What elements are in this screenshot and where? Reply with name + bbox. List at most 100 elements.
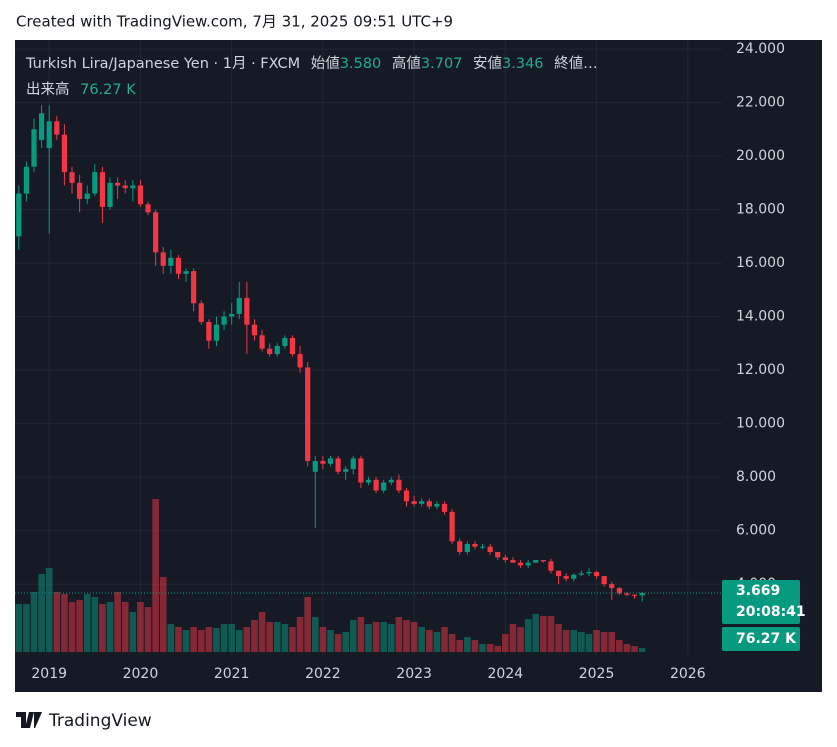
volume-bar — [578, 632, 585, 652]
volume-bar — [83, 594, 91, 652]
candle-body — [130, 185, 136, 189]
volume-bar — [144, 607, 152, 652]
y-tick-label: 6.000 — [736, 523, 776, 539]
candle-body — [555, 570, 562, 577]
candle-body — [69, 172, 75, 183]
volume-bar — [266, 622, 273, 652]
candle-body — [259, 335, 265, 349]
volume-bar — [555, 624, 562, 652]
candle-body — [464, 543, 470, 553]
candle-body — [84, 193, 90, 199]
volume-bar — [441, 627, 448, 652]
volume-bar — [38, 574, 45, 652]
candle-body — [434, 503, 440, 507]
y-tick-label: 14.000 — [736, 309, 785, 325]
candle-body — [23, 166, 30, 194]
volume-bar — [152, 499, 159, 652]
volume-bar — [175, 627, 182, 652]
volume-bar — [68, 602, 76, 652]
volume-bar — [433, 632, 441, 652]
volume-bar — [311, 617, 319, 652]
candle-body — [495, 552, 501, 558]
volume-bar — [479, 644, 486, 652]
volume-bar — [190, 627, 197, 652]
candle-body — [510, 560, 516, 563]
volume-bar — [638, 647, 646, 652]
volume-bar — [608, 632, 616, 652]
candle-body — [77, 182, 83, 199]
candle-body — [381, 482, 387, 491]
candle-body — [16, 193, 22, 237]
volume-bar — [167, 624, 175, 652]
volume-bar — [616, 640, 623, 652]
volume-bar — [585, 634, 593, 652]
caption: Created with TradingView.com, 7月 31, 202… — [16, 13, 453, 31]
candle-body — [54, 121, 60, 135]
candle-body — [267, 348, 273, 355]
candle-body — [457, 541, 463, 553]
volume-bar — [486, 644, 494, 652]
candle-body — [624, 593, 630, 595]
candle-body — [198, 303, 204, 322]
brand-logo — [16, 712, 42, 728]
volume-bar — [410, 622, 418, 652]
candle-body — [107, 182, 113, 207]
candle-body — [312, 461, 318, 472]
volume-bar — [365, 624, 372, 652]
volume-bar — [456, 640, 464, 652]
candle-body — [578, 573, 584, 575]
volume-bar — [281, 624, 289, 652]
volume-label: 76.27 K — [736, 631, 797, 647]
candle-body — [373, 479, 379, 491]
volume-bar — [182, 630, 190, 652]
candle-body — [160, 252, 166, 266]
y-tick-label: 8.000 — [736, 469, 776, 485]
y-tick-label: 10.000 — [736, 416, 785, 432]
candle-body — [183, 271, 189, 274]
y-tick-label: 12.000 — [736, 362, 785, 378]
x-tick-label: 2021 — [214, 666, 250, 682]
candle-body — [472, 543, 478, 547]
candle-body — [403, 490, 410, 502]
candle-body — [639, 592, 645, 596]
volume-bar — [251, 620, 258, 652]
candle-body — [563, 576, 569, 579]
brand-name: TradingView — [48, 711, 152, 731]
volume-bar — [304, 597, 311, 652]
candle-body — [221, 316, 227, 325]
x-tick-label: 2023 — [396, 666, 432, 682]
volume-bar — [380, 622, 388, 652]
x-tick-label: 2025 — [579, 666, 615, 682]
candle-body — [46, 121, 52, 149]
candle-body — [282, 338, 288, 347]
x-tick-label: 2020 — [123, 666, 159, 682]
volume-bar — [509, 624, 517, 652]
candle-body — [350, 458, 356, 470]
y-tick-label: 22.000 — [736, 95, 785, 111]
legend-header: Turkish Lira/Japanese Yen · 1月 · FXCM 始値… — [25, 55, 598, 72]
brand: TradingView — [16, 711, 152, 731]
candle-body — [586, 572, 592, 574]
candle-body — [388, 479, 394, 483]
volume-bar — [418, 627, 426, 652]
candle-body — [593, 572, 600, 577]
volume-bar — [532, 614, 540, 652]
candle-body — [229, 313, 235, 317]
x-tick-label: 2026 — [670, 666, 706, 682]
open-label: 始値 — [311, 55, 340, 72]
volume-bar — [357, 617, 365, 652]
volume-bar — [273, 622, 281, 652]
candle-body — [358, 458, 364, 483]
chart-background — [15, 40, 822, 692]
volume-bar — [106, 602, 114, 652]
candle-body — [297, 354, 303, 368]
volume-bar — [494, 646, 502, 652]
candle-body — [571, 574, 577, 579]
volume-bar — [448, 634, 456, 652]
candle-body — [533, 560, 539, 563]
volume-bar — [334, 634, 342, 652]
volume-bar — [30, 592, 38, 652]
candle-body — [39, 113, 45, 141]
candle-body — [479, 546, 486, 548]
close-label: 終値… — [554, 55, 598, 72]
